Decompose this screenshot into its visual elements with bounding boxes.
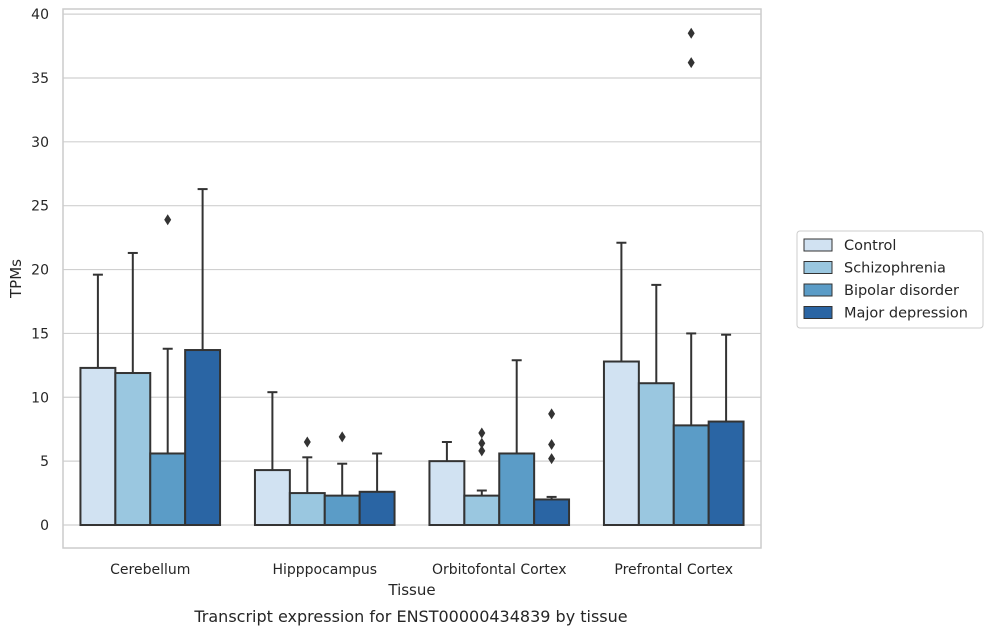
outlier-point [338,431,346,443]
x-tick-label: Prefrontal Cortex [614,562,733,578]
outlier-point [548,408,556,420]
bar [463,494,501,527]
bar [184,349,222,527]
bar [114,372,152,527]
y-tick-label: 10 [31,390,49,406]
y-tick-label: 15 [31,326,49,342]
outlier-point [303,436,311,448]
outlier-point [548,439,556,451]
bar [79,366,117,527]
legend-box [796,230,984,329]
outlier-point [164,214,172,226]
bar [533,498,571,527]
bar [602,360,640,527]
bar [707,420,745,527]
bar [428,460,466,527]
legend-swatch [803,283,833,297]
outlier-point [478,427,486,439]
bar [498,452,536,527]
outlier-point [687,57,695,69]
x-tick-label: Orbitofontal Cortex [432,562,567,578]
x-tick-label: Hipppocampus [272,562,377,578]
x-axis-title: Tissue [387,581,435,599]
y-tick-label: 25 [31,199,49,215]
outlier-points [164,27,695,465]
y-tick-label: 30 [31,135,49,151]
outlier-point [548,453,556,465]
bar [637,382,675,527]
bar [288,492,326,527]
legend-label: Schizophrenia [844,261,946,277]
y-tick-label: 40 [31,7,49,23]
plot-frame [62,8,762,549]
y-tick-label: 20 [31,263,49,279]
x-tick-label: Cerebellum [110,562,190,578]
legend-swatch [803,238,833,252]
bars [79,349,745,527]
y-tick-labels: 0 5 10 15 20 25 30 35 40 [31,7,49,534]
outlier-point [478,437,486,449]
legend-label: Major depression [844,306,968,322]
bar [253,469,291,527]
legend-swatch [803,306,833,319]
error-bars [92,188,732,500]
outlier-point [478,445,486,457]
y-axis-title: TPMs [7,259,25,299]
bar [323,494,361,527]
y-tick-label: 5 [40,454,49,470]
x-tick-labels: Cerebellum Hipppocampus Orbitofontal Corte… [110,562,733,578]
outlier-point [687,27,695,39]
bar [149,452,187,527]
y-tick-label: 0 [40,518,49,534]
bar [672,424,710,527]
legend-label: Bipolar disorder [844,283,959,299]
legend: Control Schizophrenia Bipolar disorder Majo… [796,230,984,329]
legend-label: Control [844,238,896,254]
chart-caption: Transcript expression for ENST0000043483… [193,607,627,626]
bar [358,490,396,527]
legend-swatch [803,261,833,274]
y-tick-label: 35 [31,71,49,87]
